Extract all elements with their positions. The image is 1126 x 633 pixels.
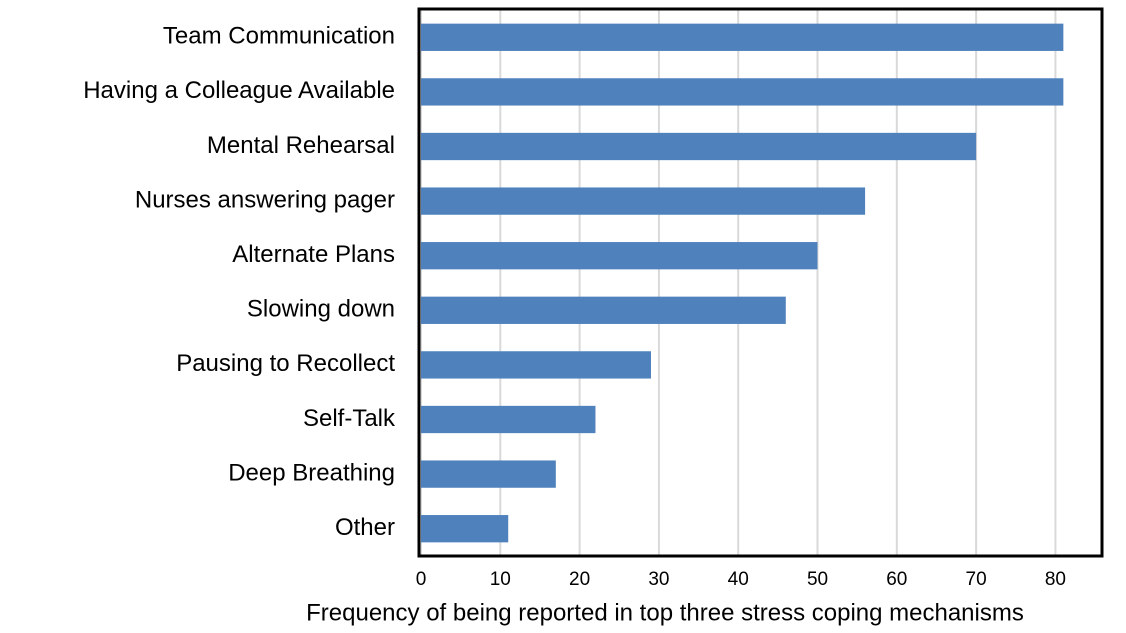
y-tick-label: Self-Talk (303, 405, 396, 432)
y-tick-label: Deep Breathing (228, 459, 395, 486)
y-tick-label: Mental Rehearsal (207, 132, 395, 159)
x-axis-title: Frequency of being reported in top three… (306, 599, 1024, 626)
bar (421, 296, 786, 324)
x-tick-label: 20 (569, 569, 590, 590)
x-tick-label: 10 (490, 569, 511, 590)
bar (421, 78, 1064, 106)
y-tick-label: Pausing to Recollect (176, 350, 395, 377)
bar (421, 515, 509, 543)
x-tick-label: 0 (416, 569, 427, 590)
bar (421, 132, 977, 161)
bar (421, 187, 866, 215)
bar (421, 242, 818, 270)
bar (421, 23, 1064, 51)
y-tick-label: Other (335, 514, 395, 541)
bar (421, 460, 556, 488)
y-tick-label: Nurses answering pager (135, 186, 395, 213)
y-tick-label: Having a Colleague Available (83, 77, 395, 104)
x-tick-label: 80 (1045, 569, 1066, 590)
x-tick-label: 50 (807, 569, 828, 590)
bar (421, 405, 596, 434)
y-tick-label: Slowing down (247, 296, 395, 323)
plot-frame (417, 7, 1104, 558)
x-tick-label: 40 (728, 569, 749, 590)
y-tick-label: Team Communication (163, 23, 395, 50)
y-tick-label: Alternate Plans (232, 241, 395, 268)
x-tick-label: 70 (966, 569, 987, 590)
x-tick-label: 60 (886, 569, 907, 590)
x-tick-label: 30 (648, 569, 669, 590)
bar (421, 351, 651, 379)
